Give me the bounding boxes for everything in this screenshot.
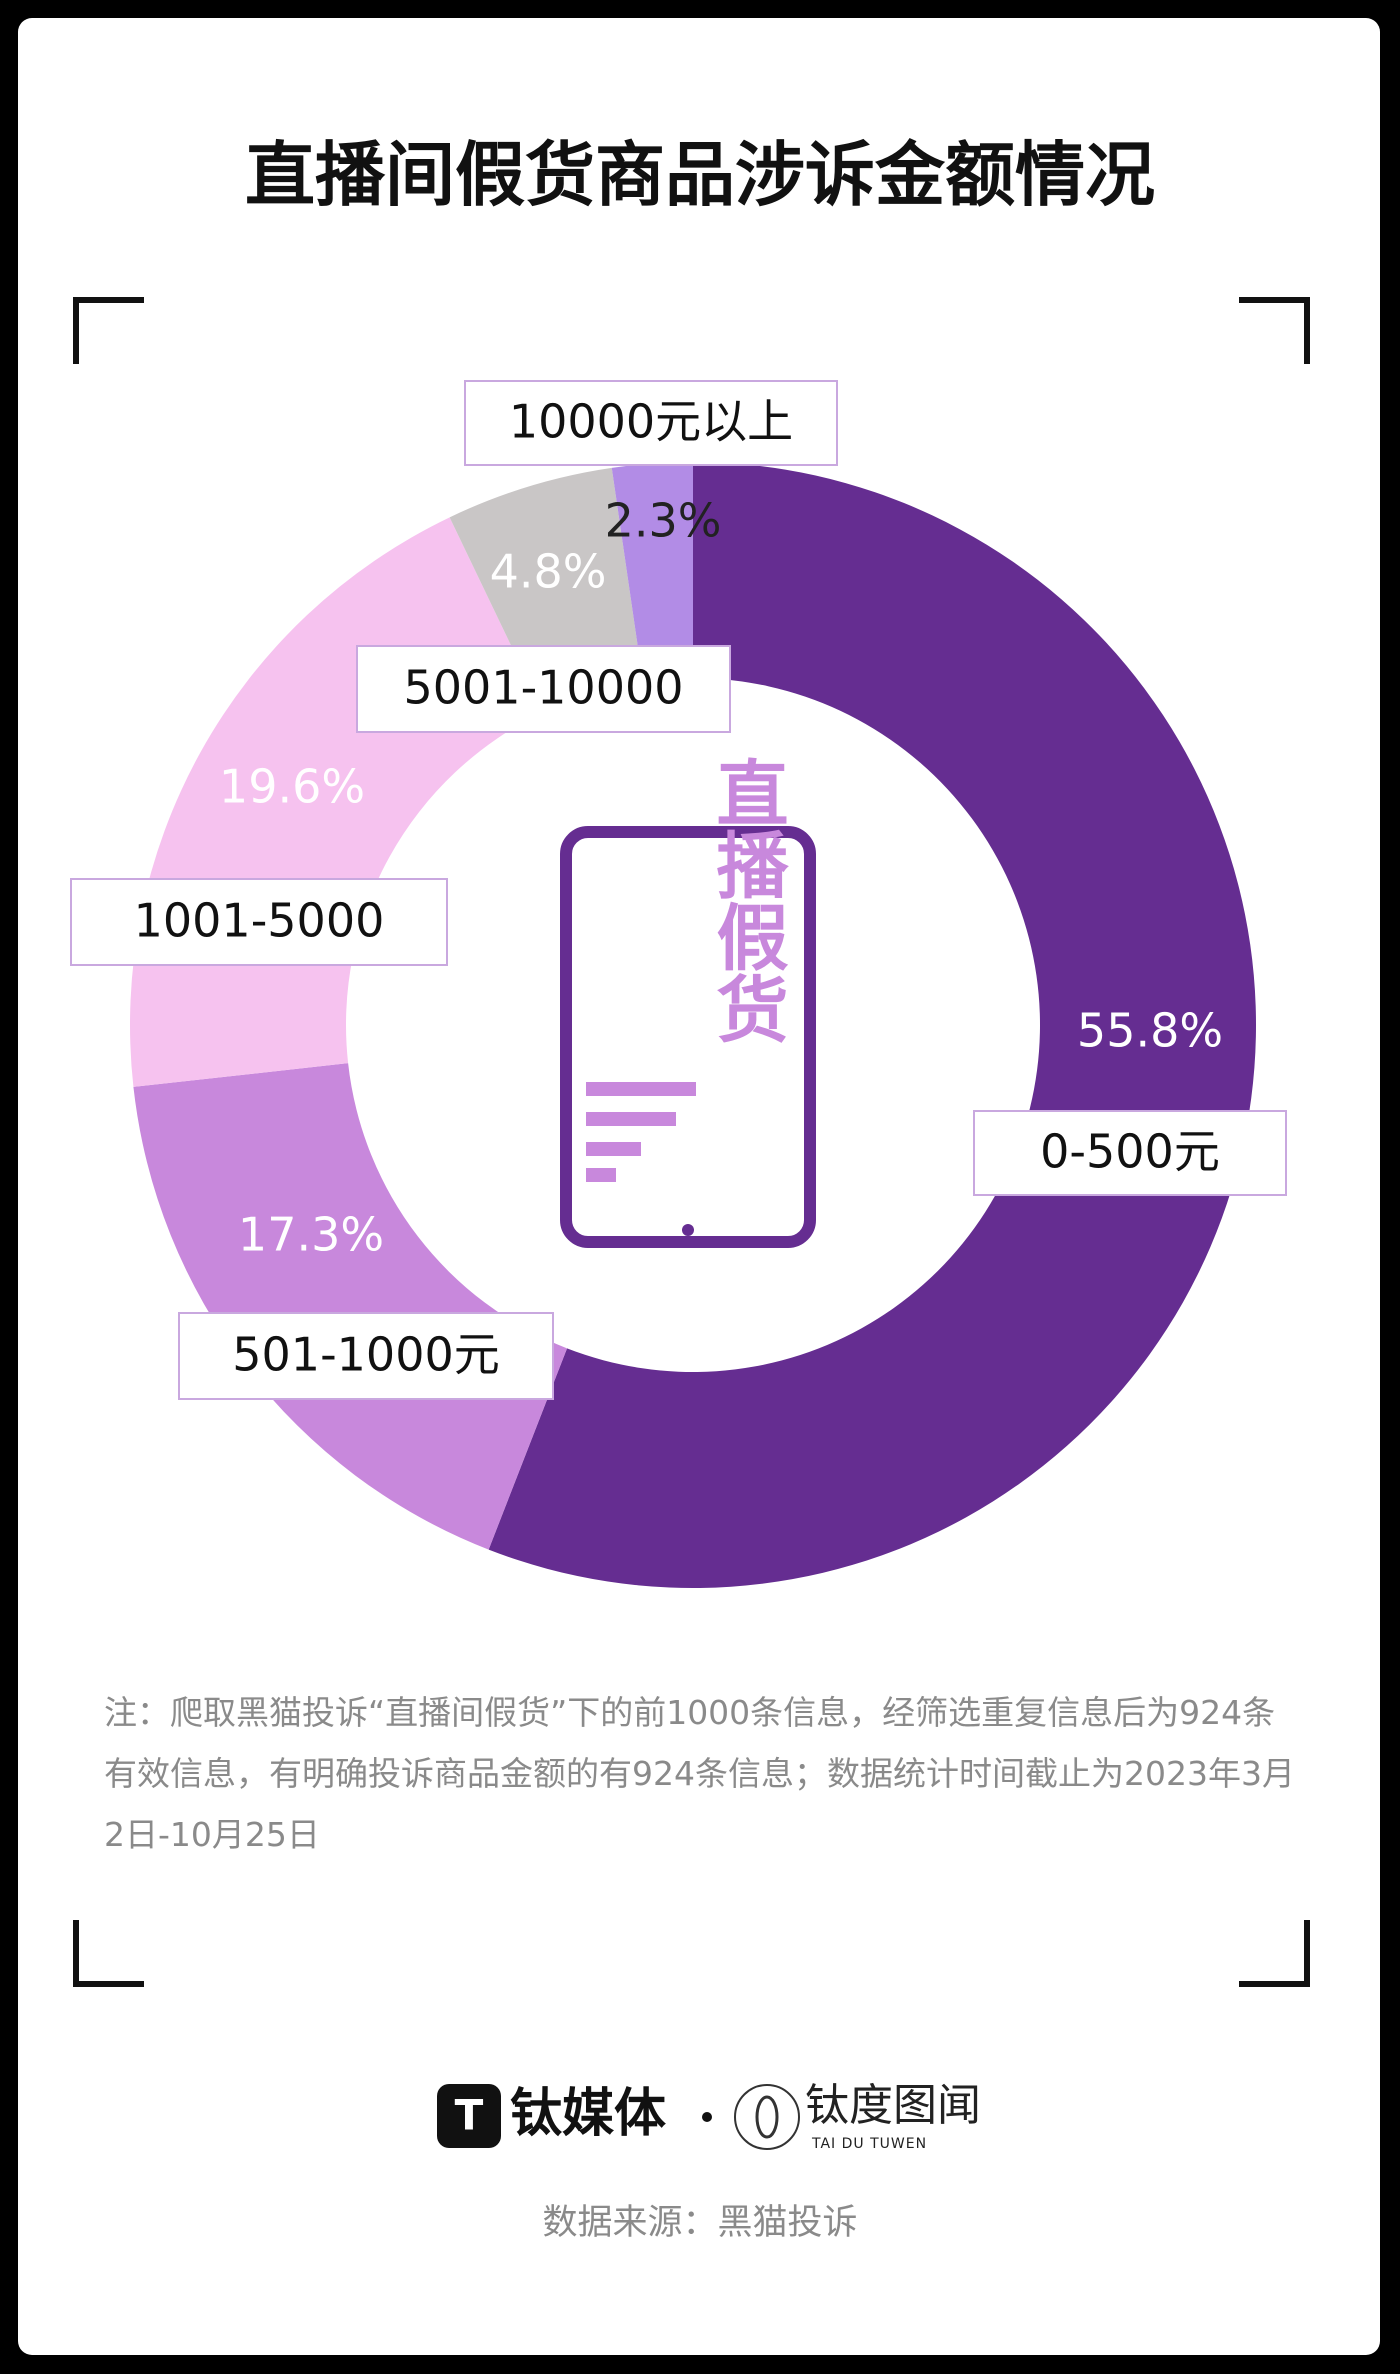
- category-box: [178, 1312, 554, 1400]
- donut-segment: [488, 462, 1256, 1588]
- value-label: 19.6%: [219, 760, 365, 814]
- value-label: 17.3%: [238, 1208, 384, 1262]
- corner-brackets: [73, 297, 1310, 1987]
- center-label: 直播假货: [704, 756, 788, 1044]
- partner-name: 钛度图闻: [805, 2080, 981, 2131]
- partner-en: TAI DU TUWEN: [811, 2136, 927, 2152]
- category-label: 5001-10000: [404, 661, 684, 715]
- note: 注：爬取黑猫投诉“直播间假货”下的前1000条信息，经筛选重复信息后为924条有…: [104, 1693, 1295, 1854]
- donut-segment: [133, 1063, 568, 1550]
- category-label: 1001-5000: [134, 894, 385, 948]
- value-label: 4.8%: [490, 545, 607, 599]
- value-label: 2.3%: [605, 494, 722, 548]
- chart-title: 直播间假货商品涉诉金额情况: [245, 134, 1155, 216]
- donut-segment: [611, 462, 693, 682]
- footer-brand: T 钛媒体 钛度图闻 TAI DU TUWEN: [437, 2080, 981, 2152]
- category-label: 10000元以上: [509, 395, 793, 449]
- category-box: [356, 645, 731, 733]
- center-icon: 直播假货: [560, 756, 816, 1248]
- category-label: 0-500元: [1040, 1125, 1220, 1179]
- svg-text:T: T: [455, 2091, 484, 2140]
- brand-name: 钛媒体: [510, 2084, 666, 2144]
- source: 数据来源：黑猫投诉: [542, 2203, 857, 2243]
- category-box: [70, 878, 448, 966]
- value-label: 55.8%: [1077, 1004, 1223, 1058]
- category-box: [464, 380, 838, 466]
- category-label: 501-1000元: [232, 1328, 499, 1382]
- category-box: [973, 1110, 1287, 1196]
- donut: 55.8% 0-500元 17.3% 501-1000元 19.6% 1001-5000 4…: [70, 380, 1287, 1588]
